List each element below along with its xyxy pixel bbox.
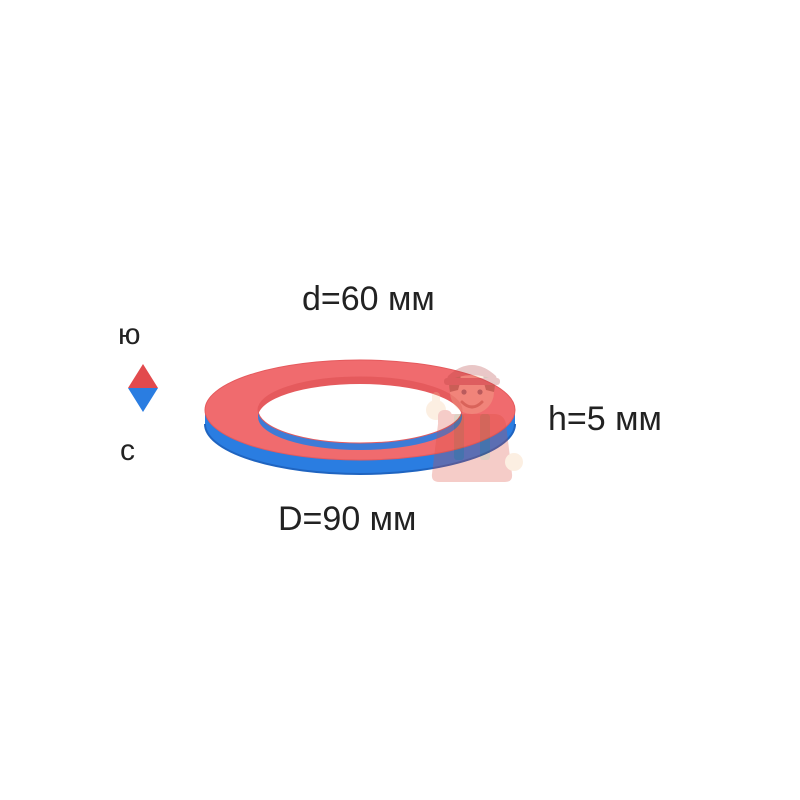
- legend-blue-triangle: [128, 388, 158, 412]
- pole-legend-icon: [118, 346, 168, 432]
- legend-red-triangle: [128, 364, 158, 388]
- outer-diameter-label: D=90 мм: [278, 500, 416, 539]
- diagram-stage: d=60 мм h=5 мм D=90 мм ю с: [0, 0, 800, 800]
- pole-north-label: с: [120, 434, 135, 468]
- mascot-watermark-icon: [420, 352, 530, 502]
- inner-diameter-label: d=60 мм: [302, 280, 435, 319]
- height-label: h=5 мм: [548, 400, 662, 439]
